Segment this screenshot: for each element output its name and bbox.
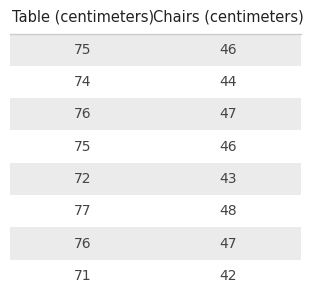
Text: 77: 77 [74,204,91,218]
Bar [10,227,301,260]
Text: 76: 76 [74,107,91,121]
Text: 42: 42 [219,269,237,283]
Text: 46: 46 [219,140,237,154]
Bar [10,98,301,131]
Text: 47: 47 [219,237,237,251]
Bar [10,34,301,66]
Bar [10,163,301,195]
Text: 44: 44 [219,75,237,89]
Text: 46: 46 [219,43,237,57]
Text: 74: 74 [74,75,91,89]
Text: 43: 43 [219,172,237,186]
Text: 71: 71 [74,269,91,283]
Text: 76: 76 [74,237,91,251]
Text: 48: 48 [219,204,237,218]
Text: 75: 75 [74,43,91,57]
Text: 75: 75 [74,140,91,154]
Text: 72: 72 [74,172,91,186]
Text: Chairs (centimeters): Chairs (centimeters) [153,9,303,24]
Text: Table (centimeters): Table (centimeters) [12,9,154,24]
Text: 47: 47 [219,107,237,121]
